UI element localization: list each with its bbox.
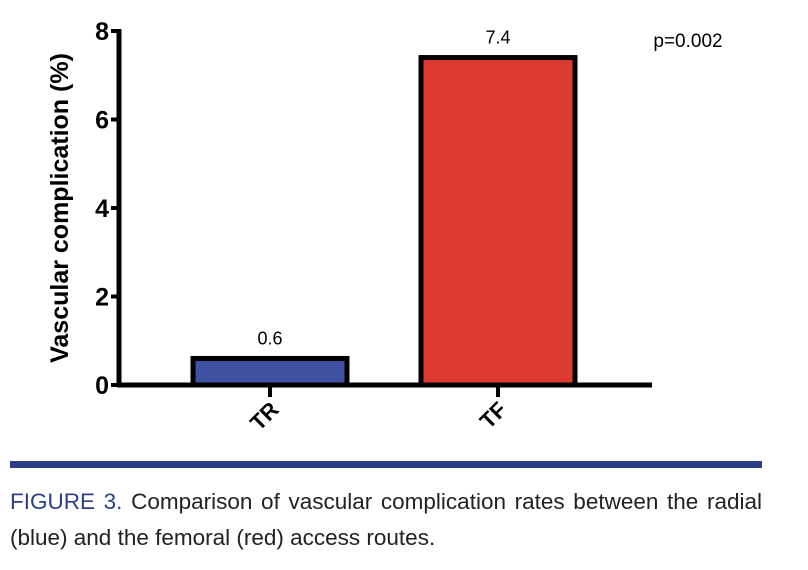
bar-tr <box>190 355 350 388</box>
figure-caption: FIGURE 3. Comparison of vascular complic… <box>10 484 762 556</box>
data-label: 7.4 <box>485 28 510 48</box>
caption-text: Comparison of vascular complication rate… <box>10 489 762 550</box>
y-tick-label: 8 <box>95 18 109 46</box>
y-tick-label: 2 <box>95 284 109 312</box>
caption-label: FIGURE 3. <box>10 489 123 514</box>
caption-divider <box>10 461 762 468</box>
x-tick-label: TF <box>475 397 512 434</box>
bar-tf <box>418 55 578 388</box>
bar-chart: 0.6 TR 7.4 TF 0 2 4 6 8 Vascular complication (%)… <box>46 18 723 435</box>
data-label: 0.6 <box>257 328 282 348</box>
y-tick-label: 6 <box>95 107 109 135</box>
y-axis-label: Vascular complication (%) <box>46 53 74 363</box>
p-value-annotation: p=0.002 <box>653 31 722 52</box>
y-tick-label: 0 <box>95 372 109 400</box>
x-tick-label: TR <box>245 397 283 435</box>
y-tick-label: 4 <box>95 195 109 223</box>
